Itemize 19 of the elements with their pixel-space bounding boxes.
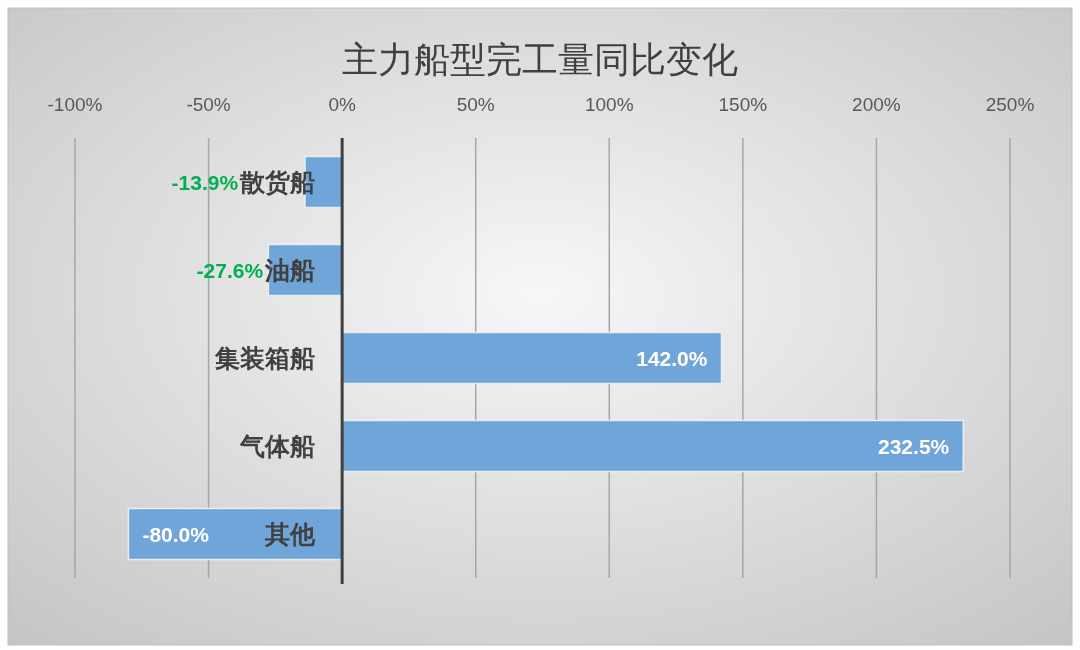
x-tick-label: 0% (328, 94, 356, 115)
x-tick-label: 150% (718, 94, 768, 115)
data-label: -80.0% (142, 523, 210, 546)
data-label: 232.5% (878, 435, 950, 458)
x-tick-label: 50% (456, 94, 495, 115)
y-tick-label: 集装箱船 (214, 344, 316, 372)
data-label: -13.9% (171, 171, 239, 194)
x-tick-label: 250% (985, 94, 1035, 115)
x-tick-label: -100% (47, 94, 103, 115)
data-label: 142.0% (636, 347, 708, 370)
x-tick-label: 200% (852, 94, 901, 115)
x-tick-label: 100% (584, 94, 634, 115)
bar (341, 419, 964, 473)
x-tick-label: -50% (186, 94, 231, 115)
bar (341, 331, 723, 385)
chart-title: 主力船型完工量同比变化 (342, 39, 738, 80)
y-tick-label: 其他 (264, 520, 317, 548)
y-tick-label: 气体船 (239, 432, 316, 460)
data-label: -27.6% (196, 259, 264, 282)
